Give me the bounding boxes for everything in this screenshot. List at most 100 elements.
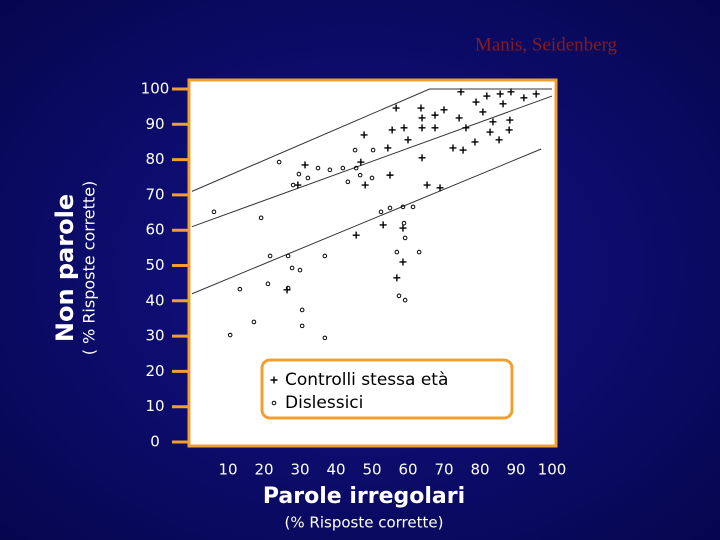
plus-marker xyxy=(431,124,439,132)
x-tick-label: 90 xyxy=(506,461,525,479)
circle-marker xyxy=(352,147,358,153)
circle-marker xyxy=(211,209,217,215)
plus-marker xyxy=(393,274,401,282)
plus-marker xyxy=(301,161,309,169)
plus-marker xyxy=(486,128,494,136)
circle-marker xyxy=(402,235,408,241)
y-tick-label: 70 xyxy=(145,185,164,203)
plus-marker xyxy=(440,106,448,114)
reference-line xyxy=(191,95,553,228)
plus-marker xyxy=(400,124,408,132)
y-axis-label: Non parole xyxy=(51,194,79,342)
plus-marker xyxy=(457,88,465,96)
plus-marker xyxy=(431,111,439,119)
circle-marker xyxy=(296,171,302,177)
plus-marker xyxy=(294,181,302,189)
circle-marker xyxy=(290,182,296,188)
x-tick-label: 20 xyxy=(254,461,273,479)
x-tick-label: 50 xyxy=(362,461,381,479)
circle-marker xyxy=(401,220,407,226)
circle-marker xyxy=(265,281,271,287)
circle-marker xyxy=(258,215,264,221)
circle-marker xyxy=(357,172,363,178)
circle-marker xyxy=(285,253,291,259)
plus-marker xyxy=(392,104,400,112)
y-tick-label: 40 xyxy=(145,291,164,309)
plus-marker xyxy=(462,124,470,132)
plus-marker xyxy=(507,88,515,96)
plus-marker xyxy=(449,144,457,152)
legend-label: Dislessici xyxy=(285,393,363,413)
circle-marker xyxy=(410,204,416,210)
plus-marker xyxy=(483,92,491,100)
legend-label: Controlli stessa età xyxy=(285,370,448,390)
y-axis-sublabel: ( % Risposte corrette) xyxy=(80,181,99,356)
x-tick-label: 40 xyxy=(326,461,345,479)
circle-marker xyxy=(402,297,408,303)
y-tick-label: 30 xyxy=(145,327,164,345)
circle-marker xyxy=(369,175,375,181)
plus-marker xyxy=(520,94,528,102)
x-tick-label: 100 xyxy=(538,461,567,479)
plus-marker xyxy=(423,181,431,189)
circle-marker xyxy=(305,175,311,181)
circle-marker xyxy=(378,209,384,215)
x-tick-label: 30 xyxy=(290,461,309,479)
circle-marker xyxy=(370,147,376,153)
plus-marker xyxy=(357,158,365,166)
y-tick-label: 80 xyxy=(145,150,164,168)
circle-marker xyxy=(267,253,273,259)
plus-marker xyxy=(388,126,396,134)
plus-marker xyxy=(386,171,394,179)
plus-marker xyxy=(418,124,426,132)
plus-marker xyxy=(404,136,412,144)
circle-marker xyxy=(297,267,303,273)
y-tick-label: 60 xyxy=(145,221,164,239)
circle-marker xyxy=(315,165,321,171)
plus-marker xyxy=(495,136,503,144)
x-axis-sublabel: (% Risposte corrette) xyxy=(285,514,444,532)
plus-marker xyxy=(496,90,504,98)
plus-marker xyxy=(399,224,407,232)
circle-marker xyxy=(387,205,393,211)
circle-marker xyxy=(416,249,422,255)
plus-marker xyxy=(418,154,426,162)
plus-marker xyxy=(506,116,514,124)
plus-marker xyxy=(499,100,507,108)
plus-marker xyxy=(505,126,513,134)
plus-marker xyxy=(472,98,480,106)
circle-marker xyxy=(285,285,291,291)
y-tick-label: 20 xyxy=(145,362,164,380)
x-tick-label: 60 xyxy=(398,461,417,479)
circle-marker xyxy=(227,332,233,338)
circle-marker xyxy=(237,286,243,292)
circle-marker xyxy=(396,293,402,299)
x-tick-label: 10 xyxy=(218,461,237,479)
circle-marker xyxy=(276,159,282,165)
legend-items: Controlli stessa età Dislessici xyxy=(270,370,448,413)
circle-marker xyxy=(327,167,333,173)
circle-marker xyxy=(400,204,406,210)
plot xyxy=(191,88,553,341)
plus-marker xyxy=(361,181,369,189)
plus-marker xyxy=(418,114,426,122)
x-axis-label: Parole irregolari xyxy=(263,484,465,509)
plus-marker xyxy=(270,376,278,384)
plus-marker xyxy=(532,90,540,98)
circle-marker xyxy=(251,319,257,325)
x-tick-label: 70 xyxy=(434,461,453,479)
plus-marker xyxy=(459,146,467,154)
y-tick-label: 100 xyxy=(141,80,170,98)
circle-marker xyxy=(289,265,295,271)
plus-marker xyxy=(399,258,407,266)
plus-marker xyxy=(471,138,479,146)
plus-marker xyxy=(455,114,463,122)
plus-marker xyxy=(479,108,487,116)
circle-marker xyxy=(299,323,305,329)
circle-marker xyxy=(271,400,277,406)
y-tick-label: 0 xyxy=(150,433,160,451)
reference-line xyxy=(191,148,542,295)
plus-marker xyxy=(489,118,497,126)
circle-marker xyxy=(322,253,328,259)
